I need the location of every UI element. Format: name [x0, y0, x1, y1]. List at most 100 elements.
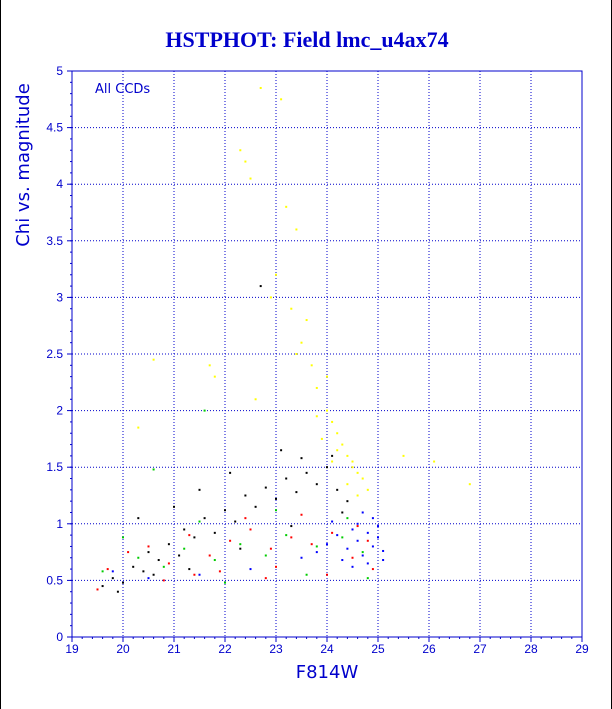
scatter-point — [315, 415, 318, 418]
scatter-point — [331, 454, 334, 457]
scatter-point — [295, 491, 298, 494]
scatter-point — [351, 528, 354, 531]
x-tick-label: 20 — [116, 642, 130, 656]
scatter-point — [249, 528, 252, 531]
scatter-point — [254, 505, 257, 508]
scatter-point — [239, 149, 242, 152]
scatter-point — [254, 398, 257, 401]
scatter-point — [371, 545, 374, 548]
x-tick-label: 29 — [575, 642, 589, 656]
scatter-point — [269, 547, 272, 550]
scatter-point — [203, 409, 206, 412]
scatter-point — [188, 568, 191, 571]
x-tick-label: 22 — [218, 642, 232, 656]
y-tick-label: 5 — [56, 64, 63, 78]
scatter-point — [300, 556, 303, 559]
scatter-point — [147, 577, 150, 580]
scatter-point — [346, 483, 349, 486]
scatter-point — [275, 565, 277, 568]
scatter-point — [280, 449, 283, 452]
scatter-point — [315, 545, 318, 548]
scatter-point — [116, 590, 119, 593]
scatter-point — [188, 534, 191, 537]
scatter-point — [152, 573, 155, 576]
y-tick-label: 1.5 — [46, 460, 63, 474]
chart-title: HSTPHOT: Field lmc_u4ax74 — [165, 27, 448, 52]
scatter-point — [193, 536, 196, 539]
scatter-point — [331, 520, 334, 523]
plot-annotation: All CCDs — [95, 82, 150, 97]
scatter-point — [249, 568, 252, 571]
x-tick-labels: 19 20 21 22 23 24 25 26 27 28 29 — [65, 642, 589, 656]
scatter-point — [106, 568, 109, 571]
scatter-point — [269, 296, 272, 299]
scatter-point — [224, 509, 226, 512]
scatter-point — [351, 466, 354, 469]
scatter-point — [377, 525, 379, 528]
scatter-point — [239, 543, 242, 546]
y-tick-label: 0 — [56, 630, 63, 644]
scatter-point — [290, 307, 293, 310]
scatter-point — [290, 536, 293, 539]
y-tick-label: 3 — [56, 290, 63, 304]
scatter-point — [382, 559, 385, 562]
scatter-point — [162, 565, 165, 568]
scatter-point — [244, 160, 247, 163]
scatter-point — [229, 471, 232, 474]
x-tick-label: 28 — [524, 642, 538, 656]
scatter-point — [346, 454, 349, 457]
scatter-point — [167, 543, 170, 546]
scatter-point — [326, 409, 328, 412]
x-tick-label: 27 — [473, 642, 487, 656]
y-tick-label: 3.5 — [46, 234, 63, 248]
scatter-point — [315, 483, 318, 486]
scatter-point — [341, 443, 344, 446]
scatter-point — [198, 488, 201, 491]
scatter-point — [239, 547, 242, 550]
scatter-point — [361, 511, 364, 514]
scatter-point — [183, 547, 186, 550]
scatter-point — [336, 449, 339, 452]
scatter-point — [305, 319, 308, 322]
scatter-point — [244, 517, 247, 520]
data-points — [96, 86, 471, 593]
scatter-point — [244, 494, 247, 497]
scatter-point — [152, 468, 155, 471]
scatter-point — [234, 520, 237, 523]
scatter-point — [224, 581, 226, 584]
scatter-point — [127, 551, 130, 554]
scatter-point — [351, 565, 354, 568]
scatter-point — [305, 471, 308, 474]
scatter-point — [356, 522, 359, 525]
scatter-point — [137, 556, 140, 559]
scatter-point — [208, 364, 211, 367]
scatter-point — [356, 525, 359, 528]
scatter-point — [101, 585, 104, 588]
scatter-point — [315, 551, 318, 554]
scatter-point — [111, 577, 114, 580]
scatter-point — [193, 573, 196, 576]
scatter-point — [326, 543, 328, 546]
scatter-point — [300, 457, 303, 460]
scatter-point — [132, 565, 135, 568]
scatter-point — [147, 551, 150, 554]
scatter-point — [341, 536, 344, 539]
scatter-point — [142, 570, 145, 573]
scatter-point — [152, 358, 155, 361]
scatter-point — [366, 539, 369, 542]
scatter-point — [249, 177, 252, 180]
scatter-point — [137, 426, 140, 429]
scatter-point — [213, 375, 216, 378]
scatter-point — [361, 477, 364, 480]
scatter-point — [290, 525, 293, 528]
scatter-point — [264, 554, 267, 557]
scatter-point — [310, 543, 313, 546]
scatter-point — [275, 273, 277, 276]
x-tick-label: 26 — [422, 642, 436, 656]
scatter-point — [285, 534, 288, 537]
scatter-point — [285, 205, 288, 208]
scatter-point — [162, 579, 165, 582]
y-tick-label: 1 — [56, 517, 63, 531]
scatter-point — [331, 420, 334, 423]
